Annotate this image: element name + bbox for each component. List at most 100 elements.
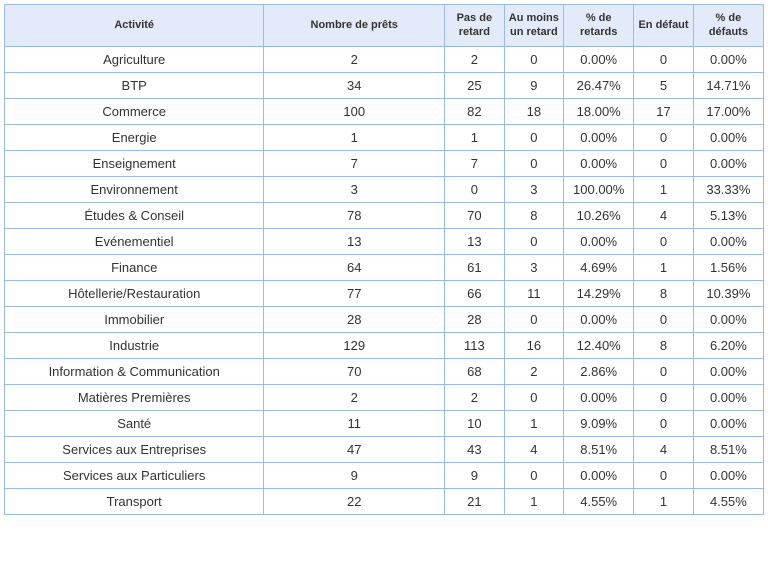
value-cell: 26.47% <box>564 72 634 98</box>
value-cell: 0 <box>634 306 694 332</box>
value-cell: 3 <box>504 254 564 280</box>
value-cell: 12.40% <box>564 332 634 358</box>
value-cell: 0 <box>504 306 564 332</box>
value-cell: 0 <box>634 124 694 150</box>
value-cell: 25 <box>445 72 505 98</box>
activity-cell: Santé <box>5 410 264 436</box>
activity-cell: Commerce <box>5 98 264 124</box>
value-cell: 14.71% <box>693 72 763 98</box>
value-cell: 0.00% <box>564 46 634 72</box>
activity-cell: Evénementiel <box>5 228 264 254</box>
value-cell: 70 <box>445 202 505 228</box>
activity-cell: Services aux Particuliers <box>5 462 264 488</box>
activity-cell: Immobilier <box>5 306 264 332</box>
value-cell: 21 <box>445 488 505 514</box>
loans-by-activity-table: ActivitéNombre de prêtsPas de retardAu m… <box>4 4 764 515</box>
table-row: Information & Communication706822.86%00.… <box>5 358 764 384</box>
col-header-1: Nombre de prêts <box>264 5 445 47</box>
value-cell: 70 <box>264 358 445 384</box>
value-cell: 8 <box>634 280 694 306</box>
value-cell: 9.09% <box>564 410 634 436</box>
value-cell: 8 <box>504 202 564 228</box>
value-cell: 0.00% <box>564 150 634 176</box>
value-cell: 0.00% <box>693 150 763 176</box>
value-cell: 0 <box>504 462 564 488</box>
value-cell: 33.33% <box>693 176 763 202</box>
value-cell: 11 <box>504 280 564 306</box>
table-row: Agriculture2200.00%00.00% <box>5 46 764 72</box>
value-cell: 13 <box>264 228 445 254</box>
value-cell: 16 <box>504 332 564 358</box>
value-cell: 0.00% <box>693 46 763 72</box>
value-cell: 0 <box>634 384 694 410</box>
value-cell: 1 <box>634 488 694 514</box>
value-cell: 0.00% <box>564 306 634 332</box>
value-cell: 0.00% <box>693 462 763 488</box>
value-cell: 82 <box>445 98 505 124</box>
activity-cell: Enseignement <box>5 150 264 176</box>
value-cell: 0 <box>634 462 694 488</box>
value-cell: 4.55% <box>693 488 763 514</box>
value-cell: 0.00% <box>693 124 763 150</box>
col-header-2: Pas de retard <box>445 5 505 47</box>
value-cell: 13 <box>445 228 505 254</box>
value-cell: 2 <box>264 46 445 72</box>
activity-cell: Hôtellerie/Restauration <box>5 280 264 306</box>
value-cell: 10.26% <box>564 202 634 228</box>
value-cell: 1 <box>504 488 564 514</box>
value-cell: 4.55% <box>564 488 634 514</box>
value-cell: 10.39% <box>693 280 763 306</box>
value-cell: 68 <box>445 358 505 384</box>
activity-cell: Energie <box>5 124 264 150</box>
value-cell: 17.00% <box>693 98 763 124</box>
value-cell: 9 <box>264 462 445 488</box>
col-header-4: % de retards <box>564 5 634 47</box>
activity-cell: Environnement <box>5 176 264 202</box>
value-cell: 1 <box>445 124 505 150</box>
value-cell: 66 <box>445 280 505 306</box>
table-row: Santé111019.09%00.00% <box>5 410 764 436</box>
value-cell: 4 <box>634 202 694 228</box>
table-row: Enseignement7700.00%00.00% <box>5 150 764 176</box>
value-cell: 0 <box>634 46 694 72</box>
value-cell: 9 <box>504 72 564 98</box>
value-cell: 2 <box>264 384 445 410</box>
value-cell: 0.00% <box>564 384 634 410</box>
value-cell: 0.00% <box>693 410 763 436</box>
value-cell: 2.86% <box>564 358 634 384</box>
value-cell: 6.20% <box>693 332 763 358</box>
value-cell: 8.51% <box>564 436 634 462</box>
value-cell: 4 <box>634 436 694 462</box>
value-cell: 0 <box>504 384 564 410</box>
col-header-6: % de défauts <box>693 5 763 47</box>
value-cell: 1.56% <box>693 254 763 280</box>
activity-cell: Matières Premières <box>5 384 264 410</box>
value-cell: 0.00% <box>693 306 763 332</box>
value-cell: 0.00% <box>564 124 634 150</box>
value-cell: 0 <box>504 46 564 72</box>
value-cell: 28 <box>445 306 505 332</box>
value-cell: 0.00% <box>564 228 634 254</box>
table-row: Études & Conseil7870810.26%45.13% <box>5 202 764 228</box>
col-header-5: En défaut <box>634 5 694 47</box>
value-cell: 0.00% <box>693 358 763 384</box>
value-cell: 0.00% <box>693 228 763 254</box>
table-row: Energie1100.00%00.00% <box>5 124 764 150</box>
value-cell: 7 <box>264 150 445 176</box>
activity-cell: Industrie <box>5 332 264 358</box>
value-cell: 129 <box>264 332 445 358</box>
value-cell: 2 <box>504 358 564 384</box>
activity-cell: Services aux Entreprises <box>5 436 264 462</box>
col-header-3: Au moins un retard <box>504 5 564 47</box>
table-row: Hôtellerie/Restauration77661114.29%810.3… <box>5 280 764 306</box>
table-row: Evénementiel131300.00%00.00% <box>5 228 764 254</box>
value-cell: 10 <box>445 410 505 436</box>
value-cell: 4 <box>504 436 564 462</box>
value-cell: 14.29% <box>564 280 634 306</box>
value-cell: 8.51% <box>693 436 763 462</box>
value-cell: 1 <box>634 176 694 202</box>
value-cell: 0 <box>634 410 694 436</box>
value-cell: 28 <box>264 306 445 332</box>
value-cell: 0 <box>504 124 564 150</box>
value-cell: 1 <box>264 124 445 150</box>
